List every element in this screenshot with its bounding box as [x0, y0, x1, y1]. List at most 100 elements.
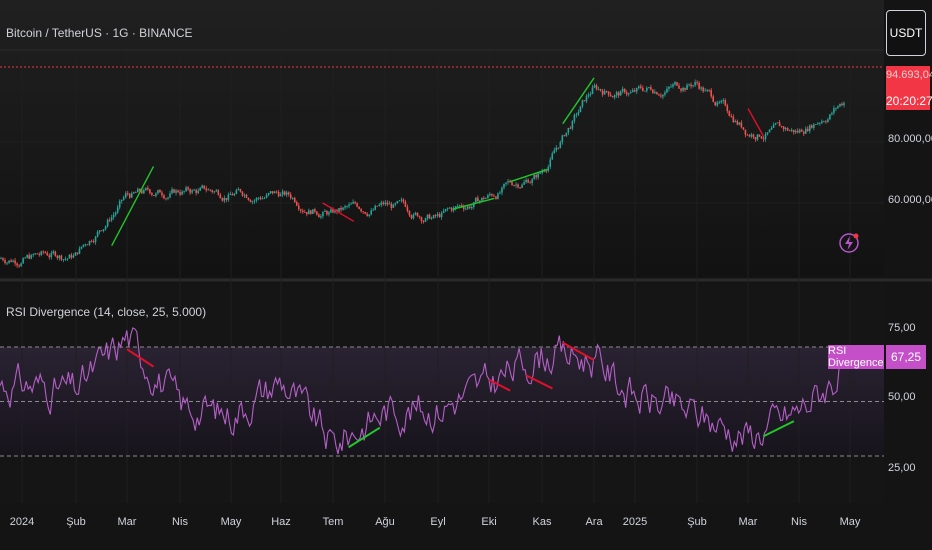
- candle-body: [406, 206, 409, 211]
- candle-body: [817, 123, 819, 125]
- candle-body: [529, 182, 531, 184]
- candle-body: [802, 131, 805, 134]
- candle-body: [720, 101, 723, 103]
- candle-body: [827, 119, 829, 123]
- candle-body: [813, 124, 815, 128]
- candle-body: [577, 112, 580, 115]
- candle-body: [615, 92, 618, 96]
- candle-body: [710, 90, 713, 97]
- candle-body: [641, 87, 644, 91]
- time-axis-label: Tem: [322, 516, 344, 528]
- candle-body: [575, 114, 578, 116]
- candle-body: [613, 95, 616, 98]
- lightning-alert-icon[interactable]: [838, 232, 860, 254]
- candle-body: [625, 92, 628, 95]
- candle-body: [263, 197, 266, 199]
- candle-body: [774, 123, 777, 125]
- rsi-bullish-divergence-line: [348, 426, 381, 449]
- candle-body: [366, 213, 368, 216]
- candle-body: [619, 91, 622, 96]
- candle-body: [16, 263, 18, 266]
- candle-body: [20, 263, 22, 267]
- candle-body: [501, 187, 503, 193]
- candle-body: [384, 202, 387, 205]
- candle-body: [52, 251, 55, 254]
- candle-body: [766, 132, 769, 135]
- candle-body: [414, 212, 417, 215]
- candle-body: [539, 172, 542, 174]
- candle-body: [736, 121, 739, 125]
- rsi-bearish-divergence-line: [562, 341, 595, 361]
- rsi-bearish-divergence-line: [488, 378, 511, 392]
- candle-body: [658, 94, 660, 96]
- candle-body: [324, 210, 326, 213]
- candle-body: [770, 127, 773, 130]
- candle-body: [521, 184, 523, 188]
- candle-body: [0, 258, 2, 260]
- candle-body: [185, 187, 187, 192]
- candle-body: [835, 107, 837, 109]
- candle-body: [656, 92, 658, 95]
- candle-body: [128, 193, 131, 198]
- candle-body: [338, 207, 340, 212]
- candle-body: [464, 208, 467, 210]
- candle-body: [633, 90, 636, 92]
- candle-body: [432, 215, 435, 219]
- bullish-divergence-line: [453, 197, 495, 210]
- candle-body: [702, 87, 704, 92]
- candle-body: [611, 96, 614, 98]
- candle-body: [454, 206, 457, 209]
- candle-body: [6, 262, 8, 264]
- candle-body: [328, 212, 330, 215]
- candle-body: [730, 116, 733, 117]
- candle-body: [505, 182, 507, 184]
- candle-body: [549, 159, 552, 167]
- candle-body: [247, 197, 250, 200]
- candle-body: [189, 189, 191, 193]
- price-axis-label: 80.000,00: [888, 133, 932, 145]
- candle-body: [674, 82, 676, 85]
- candle-body: [676, 82, 678, 86]
- candle-body: [428, 214, 431, 219]
- candle-body: [390, 203, 393, 208]
- candle-body: [557, 147, 560, 149]
- candle-body: [790, 129, 793, 131]
- currency-button[interactable]: USDT: [886, 10, 926, 56]
- candle-body: [825, 121, 827, 123]
- symbol-title[interactable]: Bitcoin / TetherUS · 1G · BINANCE: [6, 26, 193, 40]
- candle-body: [394, 203, 397, 205]
- candle-body: [320, 216, 322, 218]
- candle-body: [30, 255, 32, 259]
- time-axis-label: Eyl: [430, 516, 446, 528]
- candle-body: [621, 88, 624, 92]
- candle-body: [537, 173, 539, 178]
- candle-body: [637, 86, 640, 89]
- candle-body: [392, 204, 395, 208]
- candle-body: [231, 193, 234, 196]
- candle-body: [197, 190, 199, 193]
- candle-body: [157, 190, 159, 194]
- time-axis-label: Mar: [738, 516, 758, 528]
- candle-body: [448, 207, 451, 209]
- candle-body: [788, 130, 791, 132]
- candle-body: [483, 197, 485, 199]
- candle-body: [772, 124, 775, 128]
- candle-body: [666, 88, 668, 93]
- candle-body: [299, 209, 302, 211]
- candle-body: [523, 182, 525, 185]
- candle-body: [116, 207, 119, 213]
- candle-body: [545, 170, 548, 172]
- rsi-bearish-divergence-line: [525, 374, 553, 390]
- candle-body: [808, 125, 811, 131]
- candle-body: [177, 190, 179, 193]
- candle-body: [698, 83, 700, 89]
- candle-body: [223, 198, 226, 201]
- candle-body: [472, 202, 475, 207]
- indicator-title[interactable]: RSI Divergence (14, close, 25, 5.000): [6, 305, 207, 319]
- rsi-axis-label: 75,00: [888, 322, 916, 334]
- candle-body: [434, 215, 437, 216]
- candle-body: [603, 90, 606, 95]
- candle-body: [94, 236, 97, 243]
- candle-body: [601, 90, 604, 95]
